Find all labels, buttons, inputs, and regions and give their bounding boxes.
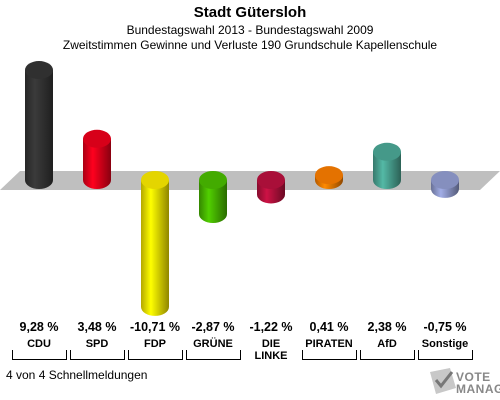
category-label: CDU	[11, 338, 67, 350]
bar-gr-ne	[199, 171, 227, 224]
category-label: AfD	[359, 338, 415, 350]
category-bracket	[12, 346, 67, 360]
bar-afd	[373, 142, 401, 189]
category-bracket	[70, 346, 125, 360]
checkmark-icon	[430, 368, 456, 394]
bar-die-linke	[257, 171, 285, 204]
value-label: -2,87 %	[191, 320, 235, 334]
bar-cdu	[25, 61, 53, 189]
category-bracket	[302, 346, 357, 360]
category-label: FDP	[127, 338, 183, 350]
category-bracket	[360, 346, 415, 360]
logo-line-1: VOTE	[456, 370, 491, 384]
category-label: SPD	[69, 338, 125, 350]
category-label: DIE LINKE	[243, 338, 299, 362]
chart-title: Stadt Gütersloh	[193, 4, 307, 21]
bar-fdp	[141, 171, 169, 316]
logo-line-2: MANAGER	[456, 382, 500, 396]
bar-sonstige	[431, 171, 459, 198]
zero-baseline	[0, 171, 500, 190]
category-label: Sonstige	[417, 338, 473, 350]
value-label: 9,28 %	[19, 320, 59, 334]
category-label: PIRATEN	[301, 338, 357, 350]
chart-subtitle-2: Zweitstimmen Gewinne und Verluste 190 Gr…	[62, 38, 438, 52]
value-label: -10,71 %	[129, 320, 181, 334]
value-label: -0,75 %	[423, 320, 467, 334]
value-label: -1,22 %	[249, 320, 293, 334]
votemanager-logo: VOTE MANAGER	[428, 362, 500, 398]
category-bracket	[128, 346, 183, 360]
value-label: 0,41 %	[309, 320, 349, 334]
bar-piraten	[315, 166, 343, 189]
value-label: 2,38 %	[367, 320, 407, 334]
chart-subtitle: Bundestagswahl 2013 - Bundestagswahl 200…	[126, 23, 374, 37]
category-bracket	[418, 346, 473, 360]
category-bracket	[186, 346, 241, 360]
value-label: 3,48 %	[77, 320, 117, 334]
category-label: GRÜNE	[185, 338, 241, 350]
bar-spd	[83, 129, 111, 189]
footer-text: 4 von 4 Schnellmeldungen	[6, 368, 148, 382]
